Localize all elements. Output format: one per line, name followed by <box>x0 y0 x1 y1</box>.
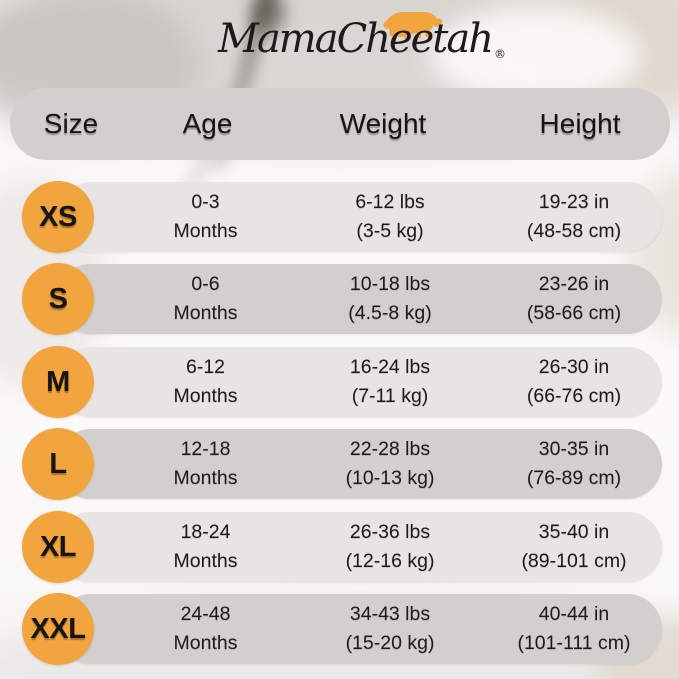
row-pill: 12-18 Months 22-28 lbs (10-13 kg) 30-35 … <box>56 429 662 499</box>
header-height: Height <box>539 108 621 139</box>
weight-kg: (12-16 kg) <box>345 550 435 572</box>
size-badge: XXL <box>22 593 94 665</box>
height-cm: (48-58 cm) <box>526 220 622 242</box>
header-size: Size <box>43 108 99 139</box>
age-unit: Months <box>173 220 238 242</box>
registered-trademark-symbol: ® <box>493 47 506 61</box>
table-row-xxl: 24-48 Months 34-43 lbs (15-20 kg) 40-44 … <box>0 593 679 665</box>
age-unit: Months <box>173 467 238 489</box>
height-in: 23-26 in <box>538 273 610 295</box>
row-pill: 24-48 Months 34-43 lbs (15-20 kg) 40-44 … <box>56 594 662 664</box>
weight-lbs: 6-12 lbs <box>355 191 425 213</box>
weight-kg: (4.5-8 kg) <box>348 302 432 324</box>
age-cell: 18-24 Months <box>148 512 263 582</box>
row-pill: 6-12 Months 16-24 lbs (7-11 kg) 26-30 in… <box>56 347 662 417</box>
size-badge: M <box>22 346 94 418</box>
weight-kg: (10-13 kg) <box>345 467 435 489</box>
weight-kg: (15-20 kg) <box>345 632 435 654</box>
table-row-l: 12-18 Months 22-28 lbs (10-13 kg) 30-35 … <box>0 428 679 500</box>
age-unit: Months <box>173 385 238 407</box>
brand-name: MamaCheetah ® <box>218 16 506 62</box>
weight-lbs: 22-28 lbs <box>349 438 431 460</box>
age-cell: 6-12 Months <box>148 347 263 417</box>
age-range: 12-18 <box>180 438 231 460</box>
age-unit: Months <box>173 632 238 654</box>
weight-kg: (7-11 kg) <box>351 385 429 407</box>
weight-lbs: 34-43 lbs <box>349 603 431 625</box>
table-row-m: 6-12 Months 16-24 lbs (7-11 kg) 26-30 in… <box>0 346 679 418</box>
height-cell: 30-35 in (76-89 cm) <box>493 429 655 499</box>
height-cm: (66-76 cm) <box>526 385 622 407</box>
row-pill: 18-24 Months 26-36 lbs (12-16 kg) 35-40 … <box>56 512 662 582</box>
weight-cell: 6-12 lbs (3-5 kg) <box>315 182 465 252</box>
header-weight: Weight <box>339 108 427 139</box>
age-range: 0-6 <box>191 273 220 295</box>
brand-logo: MamaCheetah ® <box>218 10 568 82</box>
height-cell: 40-44 in (101-111 cm) <box>493 594 655 664</box>
weight-cell: 10-18 lbs (4.5-8 kg) <box>315 264 465 334</box>
age-cell: 0-3 Months <box>148 182 263 252</box>
size-badge: L <box>22 428 94 500</box>
brand-name-text: MamaCheetah <box>218 16 494 62</box>
age-unit: Months <box>173 550 238 572</box>
height-cell: 26-30 in (66-76 cm) <box>493 347 655 417</box>
height-in: 19-23 in <box>538 191 610 213</box>
age-unit: Months <box>173 302 238 324</box>
age-range: 6-12 <box>185 356 226 378</box>
height-in: 40-44 in <box>538 603 610 625</box>
row-pill: 0-3 Months 6-12 lbs (3-5 kg) 19-23 in (4… <box>56 182 662 252</box>
header-age: Age <box>182 108 233 139</box>
age-range: 18-24 <box>180 521 231 543</box>
age-cell: 24-48 Months <box>148 594 263 664</box>
weight-kg: (3-5 kg) <box>356 220 424 242</box>
table-row-xl: 18-24 Months 26-36 lbs (12-16 kg) 35-40 … <box>0 511 679 583</box>
size-badge: S <box>22 263 94 335</box>
height-cm: (101-111 cm) <box>517 632 631 654</box>
weight-lbs: 26-36 lbs <box>349 521 431 543</box>
age-range: 0-3 <box>191 191 220 213</box>
age-cell: 12-18 Months <box>148 429 263 499</box>
height-cell: 35-40 in (89-101 cm) <box>493 512 655 582</box>
height-cm: (89-101 cm) <box>521 550 627 572</box>
weight-cell: 22-28 lbs (10-13 kg) <box>315 429 465 499</box>
height-cell: 19-23 in (48-58 cm) <box>493 182 655 252</box>
size-badge: XL <box>22 511 94 583</box>
height-in: 35-40 in <box>538 521 610 543</box>
height-in: 30-35 in <box>538 438 610 460</box>
size-badge: XS <box>22 181 94 253</box>
table-header-row: Size Age Weight Height <box>10 88 670 160</box>
age-range: 24-48 <box>180 603 231 625</box>
height-cm: (58-66 cm) <box>526 302 622 324</box>
height-cm: (76-89 cm) <box>526 467 622 489</box>
weight-cell: 26-36 lbs (12-16 kg) <box>315 512 465 582</box>
weight-lbs: 16-24 lbs <box>349 356 431 378</box>
weight-cell: 16-24 lbs (7-11 kg) <box>315 347 465 417</box>
row-pill: 0-6 Months 10-18 lbs (4.5-8 kg) 23-26 in… <box>56 264 662 334</box>
height-in: 26-30 in <box>538 356 610 378</box>
height-cell: 23-26 in (58-66 cm) <box>493 264 655 334</box>
table-row-s: 0-6 Months 10-18 lbs (4.5-8 kg) 23-26 in… <box>0 263 679 335</box>
table-row-xs: 0-3 Months 6-12 lbs (3-5 kg) 19-23 in (4… <box>0 181 679 253</box>
weight-cell: 34-43 lbs (15-20 kg) <box>315 594 465 664</box>
weight-lbs: 10-18 lbs <box>349 273 431 295</box>
age-cell: 0-6 Months <box>148 264 263 334</box>
